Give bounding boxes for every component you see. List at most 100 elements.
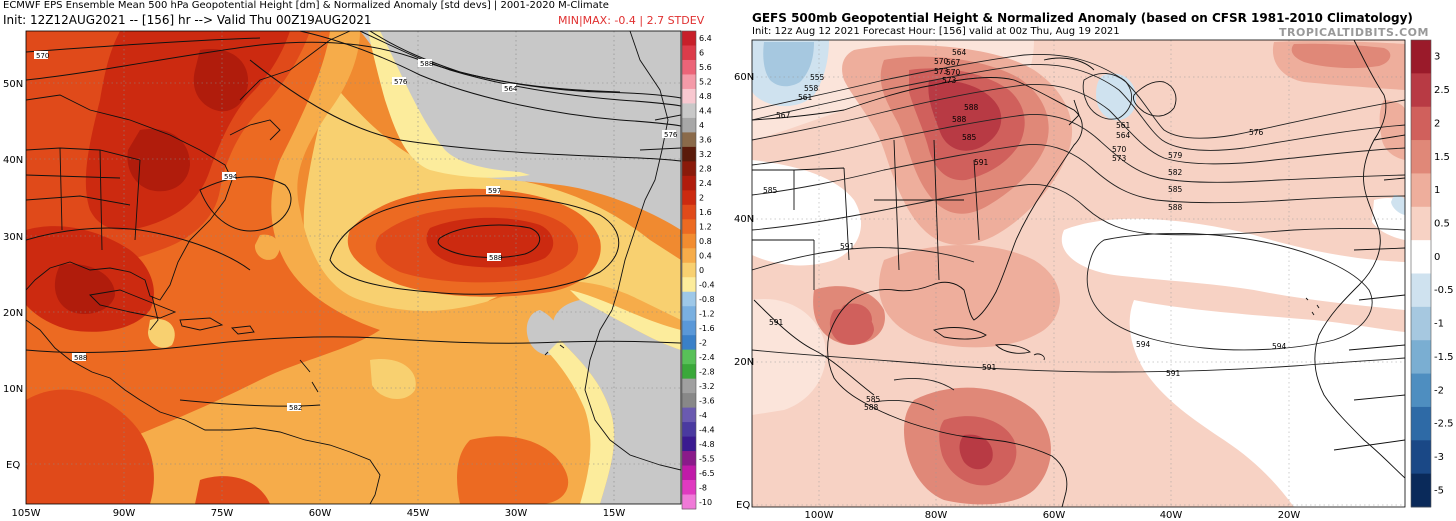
colorbar-swatch <box>682 31 696 46</box>
gefs-lon-labels: 100W 80W 60W 40W 20W <box>805 510 1301 521</box>
svg-text:40N: 40N <box>734 214 754 225</box>
colorbar-label: -10 <box>699 498 712 507</box>
right-subtitle: Init: 12z Aug 12 2021 Forecast Hour: [15… <box>752 26 1120 37</box>
svg-text:20N: 20N <box>3 308 23 319</box>
svg-text:579: 579 <box>1168 151 1183 160</box>
colorbar-label: 2.4 <box>699 179 712 188</box>
svg-text:591: 591 <box>1166 369 1181 378</box>
svg-text:594: 594 <box>1272 342 1287 351</box>
contour-label: 588 <box>489 254 502 262</box>
svg-text:585: 585 <box>866 395 881 404</box>
svg-text:573: 573 <box>934 67 949 76</box>
colorbar-label: 3.6 <box>699 136 712 145</box>
contour-label: 582 <box>289 404 302 412</box>
ecmwf-map: 570 576 564 588 594 597 588 588 582 576 … <box>3 30 715 519</box>
svg-text:570: 570 <box>946 68 961 77</box>
svg-text:30N: 30N <box>3 232 23 243</box>
colorbar-swatch <box>682 248 696 264</box>
colorbar-swatch <box>682 262 696 278</box>
svg-text:60N: 60N <box>734 72 754 83</box>
colorbar-label: 6 <box>699 49 704 58</box>
left-minmax: MIN|MAX: -0.4 | 2.7 STDEV <box>558 14 705 27</box>
gefs-contour-labels: 555 558 561 567 564 567 570 573 585 588 … <box>763 48 1287 412</box>
svg-text:90W: 90W <box>113 508 136 519</box>
svg-text:80W: 80W <box>925 510 948 521</box>
gefs-graticule <box>752 40 1405 507</box>
svg-text:582: 582 <box>1168 168 1183 177</box>
svg-text:40N: 40N <box>3 155 23 166</box>
colorbar-swatch <box>682 74 696 90</box>
colorbar-swatch <box>682 335 696 351</box>
svg-text:561: 561 <box>798 93 813 102</box>
colorbar-label: 0 <box>699 266 704 275</box>
svg-text:588: 588 <box>952 115 967 124</box>
colorbar-label: -6.5 <box>699 469 715 478</box>
colorbar-swatch <box>682 277 696 293</box>
colorbar-label: 0.8 <box>699 237 712 246</box>
colorbar-label: -1 <box>1434 319 1444 330</box>
svg-text:573: 573 <box>1112 154 1127 163</box>
ecmwf-contour-labels: 570 576 564 588 594 597 588 588 582 576 <box>34 51 678 412</box>
gefs-map: 555 558 561 567 564 567 570 573 585 588 … <box>734 39 1454 521</box>
svg-text:585: 585 <box>962 133 977 142</box>
svg-text:570: 570 <box>1112 145 1127 154</box>
svg-text:20N: 20N <box>734 357 754 368</box>
colorbar-swatch <box>682 320 696 336</box>
gefs-colorbar: 3 2.5 2 1.5 1 0.5 0 -0.5 -1 -1.5 -2 -2.5 -3 -5 <box>1410 39 1454 508</box>
colorbar-label: -8 <box>699 483 707 492</box>
colorbar-label: 2.8 <box>699 165 712 174</box>
svg-text:567: 567 <box>946 58 961 67</box>
colorbar-label: -4 <box>699 411 707 420</box>
colorbar-label: -5.5 <box>699 454 715 463</box>
left-title: ECMWF EPS Ensemble Mean 500 hPa Geopoten… <box>3 0 609 11</box>
svg-text:573: 573 <box>942 76 957 85</box>
colorbar-label: -0.4 <box>699 280 715 289</box>
ecmwf-anomaly-field <box>26 31 681 504</box>
svg-text:591: 591 <box>769 318 784 327</box>
svg-text:564: 564 <box>1116 131 1131 140</box>
colorbar-swatch <box>682 103 696 119</box>
gefs-contours <box>752 54 1405 411</box>
svg-text:588: 588 <box>964 103 979 112</box>
svg-text:EQ: EQ <box>6 460 20 471</box>
svg-text:105W: 105W <box>12 508 41 519</box>
colorbar-swatch <box>682 407 696 423</box>
svg-text:10N: 10N <box>3 384 23 395</box>
tropicaltidbits-watermark: TROPICALTIDBITS.COM <box>1279 26 1429 39</box>
svg-text:30W: 30W <box>505 508 528 519</box>
colorbar-swatch <box>682 161 696 177</box>
gefs-coastlines <box>752 40 1405 507</box>
colorbar-swatch <box>682 233 696 249</box>
ecmwf-lat-labels: 50N 40N 30N 20N 10N EQ <box>3 79 23 471</box>
colorbar-swatch <box>682 422 696 437</box>
svg-text:591: 591 <box>982 363 997 372</box>
colorbar-label: -2 <box>1434 385 1444 396</box>
colorbar-swatch <box>682 88 696 104</box>
colorbar-swatch <box>1411 106 1431 141</box>
colorbar-label: 0.5 <box>1434 218 1450 229</box>
svg-text:567: 567 <box>776 111 791 120</box>
ecmwf-contours <box>26 31 681 407</box>
svg-text:50N: 50N <box>3 79 23 90</box>
colorbar-label: -3 <box>1434 452 1444 463</box>
colorbar-swatch <box>1411 40 1431 74</box>
colorbar-label: -2.8 <box>699 367 715 376</box>
svg-text:570: 570 <box>934 57 949 66</box>
colorbar-label: -1.2 <box>699 309 715 318</box>
svg-text:576: 576 <box>1249 128 1264 137</box>
colorbar-swatch <box>682 393 696 409</box>
colorbar-label: 3 <box>1434 52 1440 63</box>
colorbar-label: -3.6 <box>699 396 715 405</box>
contour-label: 564 <box>504 85 518 93</box>
colorbar-label: 5.6 <box>699 63 712 72</box>
svg-text:561: 561 <box>1116 121 1131 130</box>
colorbar-label: -4.8 <box>699 440 715 449</box>
colorbar-swatch <box>682 175 696 191</box>
colorbar-swatch <box>1411 473 1431 508</box>
colorbar-label: 0 <box>1434 252 1440 263</box>
colorbar-swatch <box>1411 206 1431 241</box>
colorbar-swatch <box>682 146 696 162</box>
svg-text:45W: 45W <box>407 508 430 519</box>
svg-text:564: 564 <box>952 48 967 57</box>
gefs-map-panel: GEFS 500mb Geopotential Height & Normali… <box>734 0 1456 521</box>
